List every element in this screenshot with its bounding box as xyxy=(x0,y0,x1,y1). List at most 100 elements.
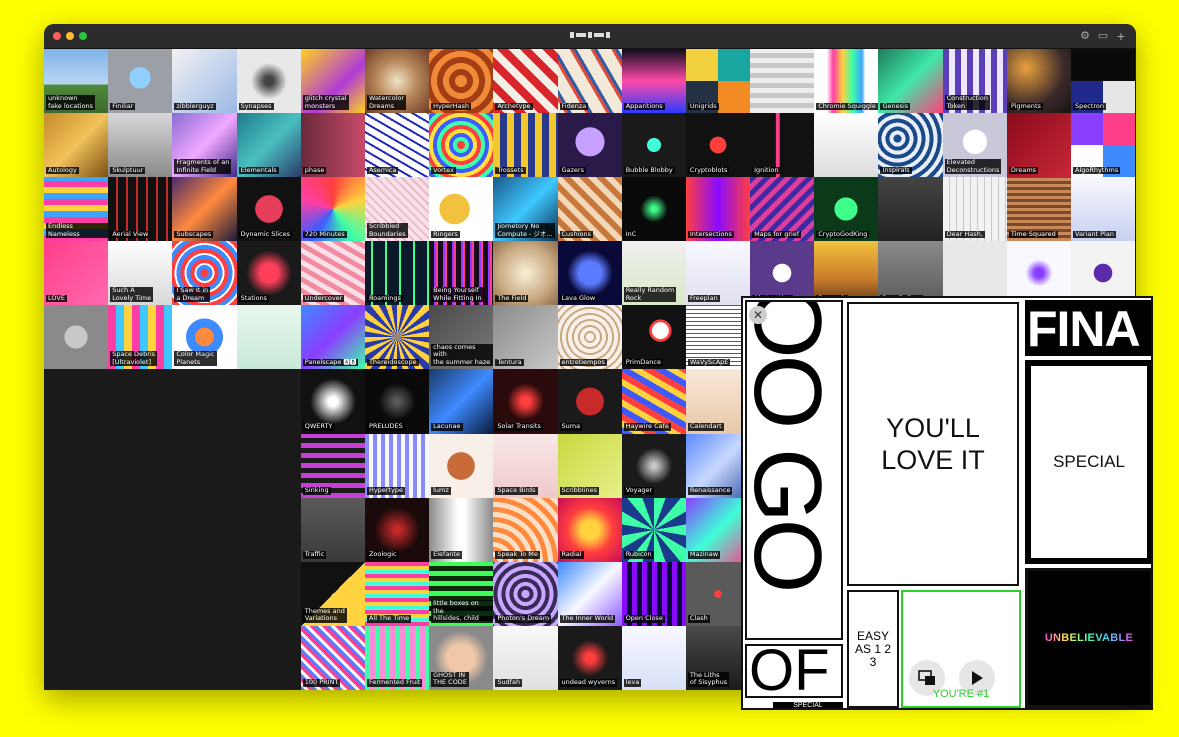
artwork-tile[interactable]: Vortex xyxy=(429,113,494,178)
artwork-tile[interactable]: HyperHash xyxy=(429,49,494,114)
artwork-tile[interactable]: Fidenza xyxy=(557,49,622,114)
minimize-window-button[interactable] xyxy=(66,32,74,40)
artwork-tile[interactable]: Space Birds xyxy=(493,433,558,498)
artwork-tile[interactable]: Renaissance xyxy=(685,433,751,498)
artwork-tile[interactable] xyxy=(172,433,237,498)
artwork-tile[interactable]: Mazinaw xyxy=(685,497,751,562)
artwork-tile[interactable]: Inspirals xyxy=(878,113,943,178)
artwork-tile[interactable] xyxy=(44,625,109,690)
artwork-tile[interactable]: Chromie Squiggle xyxy=(814,49,879,114)
artwork-tile[interactable]: Such A Lovely Time xyxy=(108,241,173,306)
zoom-window-button[interactable] xyxy=(79,32,87,40)
artwork-tile[interactable]: Fragments of an Infinite Field xyxy=(172,113,237,178)
gear-icon[interactable]: ⚙ xyxy=(1080,30,1090,42)
artwork-tile[interactable]: little boxes on the hillsides, child xyxy=(429,561,494,626)
artwork-tile[interactable]: Suma xyxy=(557,369,622,434)
artwork-tile[interactable] xyxy=(108,433,173,498)
artwork-tile[interactable]: Dreams xyxy=(1006,113,1071,178)
artwork-tile[interactable]: Elevated Deconstructions xyxy=(942,113,1007,178)
artwork-tile[interactable]: Trossets xyxy=(493,113,558,178)
artwork-tile[interactable]: Solar Transits xyxy=(493,369,558,434)
artwork-tile[interactable] xyxy=(878,177,943,242)
artwork-tile[interactable]: Speak To Me xyxy=(493,497,558,562)
artwork-tile[interactable]: CryptoGodKing xyxy=(814,177,879,242)
artwork-tile[interactable]: Aerial View xyxy=(108,177,173,242)
artwork-tile[interactable]: Jiometory No Compute - ジオ... xyxy=(493,177,558,242)
artwork-tile[interactable]: Fernweh xyxy=(814,241,879,306)
artwork-tile[interactable]: chaos comes with the summer haze xyxy=(429,305,494,370)
artwork-tile[interactable] xyxy=(44,305,109,370)
artwork-tile[interactable]: Open Close xyxy=(621,561,686,626)
artwork-tile[interactable]: Spectron xyxy=(1071,49,1136,114)
artwork-tile[interactable]: Lacunae xyxy=(429,369,494,434)
artwork-tile[interactable]: Watercolor Dreams xyxy=(364,49,430,114)
artwork-tile[interactable] xyxy=(814,113,879,178)
artwork-tile[interactable]: Themes and Variations xyxy=(300,561,365,626)
artwork-tile[interactable]: Dynamic Slices xyxy=(236,177,301,242)
artwork-tile[interactable]: Time Squared xyxy=(1006,177,1071,242)
artwork-tile[interactable]: Ringers xyxy=(429,177,494,242)
artwork-tile[interactable]: phase xyxy=(300,113,365,178)
artwork-tile[interactable]: undead wyverns xyxy=(557,625,622,690)
folder-icon[interactable]: ▭ xyxy=(1097,30,1109,42)
artwork-tile[interactable]: Construction Token xyxy=(942,49,1007,114)
artwork-tile[interactable]: Pigments xyxy=(1006,49,1071,114)
artwork-tile[interactable]: Voyager xyxy=(621,433,686,498)
artwork-tile[interactable]: zibblerguyz xyxy=(172,49,237,114)
artwork-tile[interactable] xyxy=(236,561,301,626)
artwork-tile[interactable] xyxy=(172,369,237,434)
artwork-tile[interactable]: Color Magic Planets xyxy=(172,305,237,370)
artwork-tile[interactable]: Calendart xyxy=(685,369,751,434)
artwork-tile[interactable]: Autology xyxy=(44,113,109,178)
artwork-tile[interactable]: Skulptuur xyxy=(108,113,173,178)
artwork-tile[interactable]: Variant Plan xyxy=(1071,177,1136,242)
artwork-tile[interactable]: lumz xyxy=(429,433,494,498)
artwork-tile[interactable] xyxy=(236,369,301,434)
artwork-tile[interactable]: Cryptoblots xyxy=(685,113,751,178)
artwork-tile[interactable]: AlgoRhythms xyxy=(1071,113,1136,178)
artwork-tile[interactable]: Asemica xyxy=(364,113,430,178)
artwork-tile[interactable]: Really Random Rock xyxy=(621,241,686,306)
artwork-tile[interactable]: Intersections xyxy=(685,177,751,242)
artwork-tile[interactable] xyxy=(44,561,109,626)
artwork-tile[interactable]: Endless Nameless xyxy=(44,177,109,242)
artwork-tile[interactable]: GHOST IN THE CODE xyxy=(429,625,494,690)
artwork-tile[interactable]: Synapses xyxy=(236,49,301,114)
artwork-tile[interactable]: WaVyScApE xyxy=(685,305,751,370)
artwork-tile[interactable] xyxy=(1006,241,1071,306)
artwork-tile[interactable]: The Liths of Sisyphus xyxy=(685,625,751,690)
close-window-button[interactable] xyxy=(53,32,61,40)
artwork-tile[interactable]: Unigrids xyxy=(685,49,751,114)
artwork-tile[interactable]: entretiempos xyxy=(557,305,622,370)
artwork-tile[interactable]: QWERTY xyxy=(300,369,365,434)
pip-icon[interactable] xyxy=(909,660,945,696)
artwork-tile[interactable] xyxy=(236,497,301,562)
artwork-tile[interactable] xyxy=(172,561,237,626)
artwork-tile[interactable]: Stations xyxy=(236,241,301,306)
artwork-tile[interactable] xyxy=(1071,241,1136,306)
artwork-tile[interactable]: All The Time xyxy=(364,561,430,626)
artwork-tile[interactable]: Subscapes xyxy=(172,177,237,242)
artwork-tile[interactable]: Radial xyxy=(557,497,622,562)
artwork-tile[interactable]: Elementals xyxy=(236,113,301,178)
artwork-tile[interactable]: Cushions xyxy=(557,177,622,242)
artwork-tile[interactable]: 100 PRINT xyxy=(300,625,365,690)
artwork-tile[interactable]: Traffic xyxy=(300,497,365,562)
artwork-tile[interactable]: Maps for grief xyxy=(750,177,815,242)
artwork-tile[interactable]: Fermented Fruit xyxy=(364,625,430,690)
artwork-tile[interactable]: Sinking xyxy=(300,433,365,498)
artwork-tile[interactable] xyxy=(108,369,173,434)
artwork-tile[interactable]: leva xyxy=(621,625,686,690)
artwork-tile[interactable]: I Saw It in a Dream xyxy=(172,241,237,306)
artwork-tile[interactable]: Sudfah xyxy=(493,625,558,690)
artwork-tile[interactable]: InC xyxy=(621,177,686,242)
artwork-tile[interactable]: Rubicon xyxy=(621,497,686,562)
artwork-tile[interactable] xyxy=(108,561,173,626)
artwork-tile[interactable] xyxy=(236,433,301,498)
artwork-tile[interactable]: Being Yourself While Fitting In xyxy=(429,241,494,306)
play-icon[interactable] xyxy=(959,660,995,696)
artwork-tile[interactable]: Lava Glow xyxy=(557,241,622,306)
artwork-tile[interactable]: Haywire Café xyxy=(621,369,686,434)
artwork-tile[interactable] xyxy=(108,625,173,690)
artwork-tile[interactable] xyxy=(236,625,301,690)
